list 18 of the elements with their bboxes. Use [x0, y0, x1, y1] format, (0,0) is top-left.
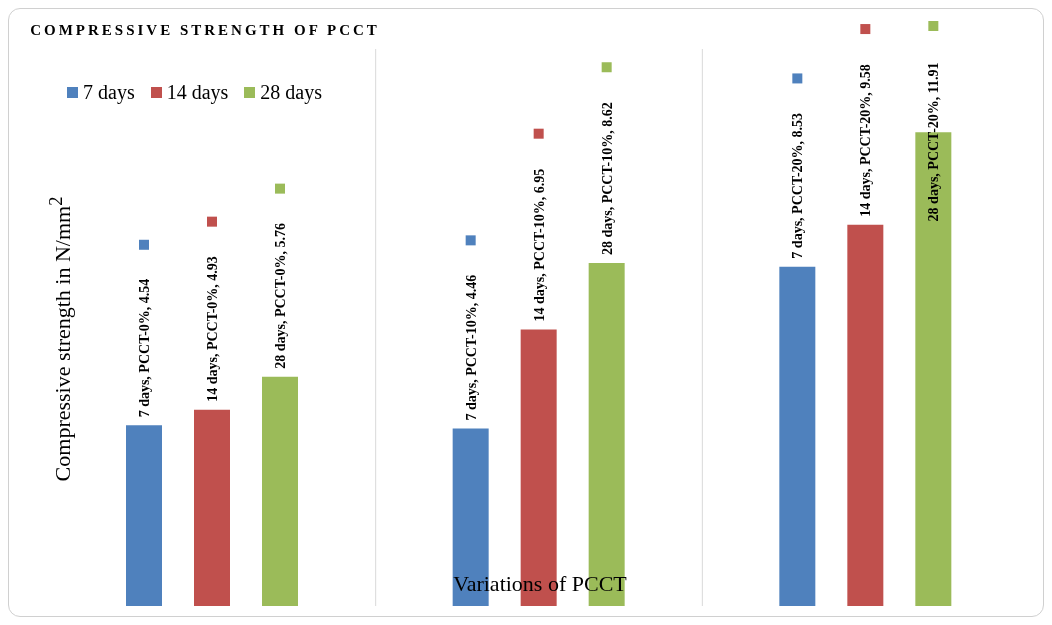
data-label: 28 days, PCCT-10%, 8.62 [599, 102, 615, 256]
data-label: 7 days, PCCT-10%, 4.46 [463, 274, 479, 421]
bar [262, 376, 298, 606]
bar [779, 266, 816, 606]
legend-label: 7 days [83, 81, 135, 104]
chart-title: COMPRESSIVE STRENGTH OF PCCT [30, 22, 380, 38]
data-label: 14 days, PCCT-20%, 9.58 [858, 64, 874, 217]
legend-label: 14 days [166, 81, 229, 104]
data-label: 28 days, PCCT-0%, 5.76 [273, 223, 288, 369]
bar [194, 409, 230, 606]
data-label: 7 days, PCCT-20%, 8.53 [790, 112, 806, 259]
data-label: 14 days, PCCT-10%, 6.95 [531, 168, 547, 322]
bar [847, 224, 884, 606]
bar [126, 425, 162, 606]
data-label: 28 days, PCCT-20%, 11.91 [926, 62, 942, 222]
data-label: 7 days, PCCT-0%, 4.54 [137, 278, 152, 418]
legend-label: 28 days [260, 81, 323, 104]
data-label: 14 days, PCCT-0%, 4.93 [205, 256, 220, 402]
